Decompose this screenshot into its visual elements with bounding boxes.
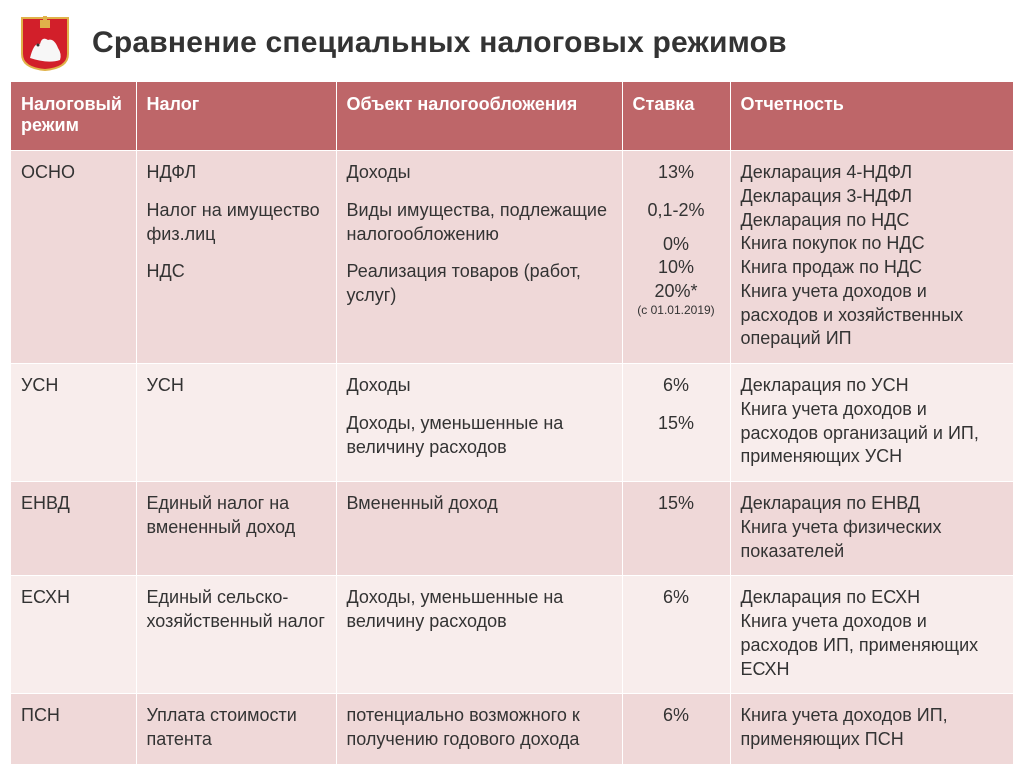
cell-tax: Единый сельско-хозяйственный налог <box>136 576 336 694</box>
table-row: ОСНО НДФЛ Налог на имущество физ.лиц НДС… <box>11 151 1013 364</box>
cell-report: Книга учета доходов ИП, применяющих ПСН <box>730 694 1013 764</box>
col-report: Отчетность <box>730 82 1013 151</box>
cell-rate: 13% 0,1-2% 0% 10% 20%* (с 01.01.2019) <box>622 151 730 364</box>
col-tax: Налог <box>136 82 336 151</box>
table-row: ЕНВД Единый налог на вмененный доход Вме… <box>11 482 1013 576</box>
cell-tax: Единый налог на вмененный доход <box>136 482 336 576</box>
col-object: Объект налогообложения <box>336 82 622 151</box>
page-title: Сравнение специальных налоговых режимов <box>92 26 787 60</box>
cell-regime: ЕСХН <box>11 576 136 694</box>
cell-rate: 15% <box>622 482 730 576</box>
table-row: ЕСХН Единый сельско-хозяйственный налог … <box>11 576 1013 694</box>
cell-tax: УСН <box>136 364 336 482</box>
cell-report: Декларация по УСН Книга учета доходов и … <box>730 364 1013 482</box>
cell-report: Декларация 4-НДФЛ Декларация 3-НДФЛ Декл… <box>730 151 1013 364</box>
rate-note: (с 01.01.2019) <box>633 304 720 317</box>
cell-tax: Уплата стоимости патента <box>136 694 336 764</box>
cell-object: потенциально возможного к получению годо… <box>336 694 622 764</box>
cell-tax: НДФЛ Налог на имущество физ.лиц НДС <box>136 151 336 364</box>
cell-report: Декларация по ЕСХН Книга учета доходов и… <box>730 576 1013 694</box>
cell-regime: УСН <box>11 364 136 482</box>
col-regime: Налоговый режим <box>11 82 136 151</box>
table-row: ПСН Уплата стоимости патента потенциальн… <box>11 694 1013 764</box>
cell-rate: 6% <box>622 694 730 764</box>
header: Сравнение специальных налоговых режимов <box>0 0 1024 82</box>
table-row: УСН УСН Доходы Доходы, уменьшенные на ве… <box>11 364 1013 482</box>
cell-object: Доходы Доходы, уменьшенные на величину р… <box>336 364 622 482</box>
cell-object: Доходы, уменьшенные на величину расходов <box>336 576 622 694</box>
cell-object: Вмененный доход <box>336 482 622 576</box>
cell-rate: 6% 15% <box>622 364 730 482</box>
cell-object: Доходы Виды имущества, подлежащие налого… <box>336 151 622 364</box>
cell-regime: ОСНО <box>11 151 136 364</box>
slide: Сравнение специальных налоговых режимов … <box>0 0 1024 767</box>
crest-icon <box>18 14 72 72</box>
cell-report: Декларация по ЕНВД Книга учета физически… <box>730 482 1013 576</box>
col-rate: Ставка <box>622 82 730 151</box>
cell-regime: ПСН <box>11 694 136 764</box>
cell-rate: 6% <box>622 576 730 694</box>
cell-regime: ЕНВД <box>11 482 136 576</box>
tax-regimes-table: Налоговый режим Налог Объект налогооблож… <box>11 82 1013 764</box>
table-header-row: Налоговый режим Налог Объект налогооблож… <box>11 82 1013 151</box>
